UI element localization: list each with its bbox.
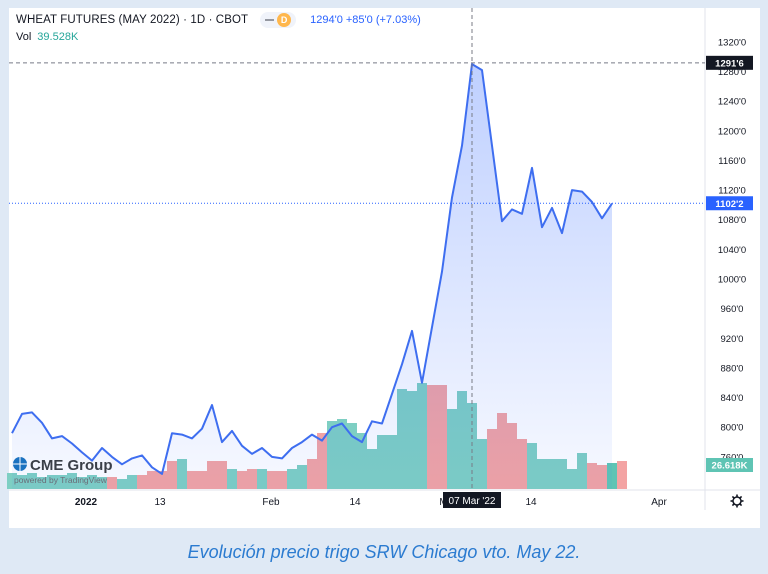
y-tick-label: 920'0: [721, 334, 744, 345]
crosshair-date-label-bg: [443, 492, 501, 508]
y-tick-label: 1200'0: [718, 126, 746, 137]
volume-value: 39.528K: [37, 31, 79, 43]
market-status-pill[interactable]: D: [260, 12, 297, 28]
globe-lines: [13, 457, 27, 471]
powered-by-text: powered by TradingView: [14, 475, 108, 485]
crosshair-price-label-bg: [706, 55, 753, 70]
gear-tooth: [731, 495, 735, 499]
logo-text: CME Group: [30, 457, 113, 474]
y-tick-label: 840'0: [721, 393, 744, 404]
x-tick-label: Apr: [651, 497, 667, 508]
x-tick-label: 14: [349, 497, 361, 508]
figure-caption: Evolución precio trigo SRW Chicago vto. …: [187, 542, 581, 562]
y-tick-label: 1120'0: [718, 186, 746, 197]
volume-bar: [617, 461, 627, 489]
x-tick-label: Feb: [262, 497, 280, 508]
quote-readout: 1294'0 +85'0 (+7.03%): [310, 14, 421, 26]
minus-icon: [265, 19, 275, 21]
y-tick-label: 1040'0: [718, 245, 746, 256]
crosshair-date-label: 07 Mar '22: [449, 496, 496, 507]
x-tick-label: 2022: [75, 497, 98, 508]
y-tick-label: 760'0: [721, 452, 744, 463]
last-price-label: 1102'2: [715, 199, 743, 210]
price-line: [11, 63, 613, 475]
y-tick-label: 1320'0: [718, 37, 746, 48]
y-tick-label: 1000'0: [718, 275, 746, 286]
gear-tooth: [739, 495, 743, 499]
volume-legend[interactable]: Vol 39.528K: [16, 31, 78, 43]
gear-tooth: [739, 503, 743, 507]
volume-label: Vol: [16, 31, 32, 43]
y-tick-label: 880'0: [721, 363, 744, 374]
x-tick-label: 13: [154, 497, 166, 508]
gear-ring: [732, 496, 742, 506]
price-area: [12, 64, 612, 489]
volume-last-label-bg: [706, 458, 753, 472]
delayed-badge: D: [277, 13, 292, 27]
x-tick-label: 14: [525, 497, 537, 508]
y-tick-label: 1280'0: [718, 67, 746, 78]
y-tick-label: 800'0: [721, 423, 744, 434]
price-axis-pane: [705, 8, 760, 490]
last-price-label-bg: [706, 196, 753, 211]
chart-header: WHEAT FUTURES (MAY 2022) · 1D · CBOT D 1…: [16, 11, 421, 29]
y-tick-label: 1160'0: [718, 156, 746, 167]
y-tick-label: 960'0: [721, 304, 744, 315]
crosshair-price-label: 1291'6: [715, 58, 744, 69]
y-tick-label: 1240'0: [718, 97, 746, 108]
gear-icon[interactable]: [730, 494, 744, 508]
y-tick-label: 1080'0: [718, 215, 746, 226]
symbol-title[interactable]: WHEAT FUTURES (MAY 2022) · 1D · CBOT: [16, 14, 249, 26]
gear-tooth: [731, 503, 735, 507]
volume-last-label: 26.618K: [712, 461, 748, 472]
